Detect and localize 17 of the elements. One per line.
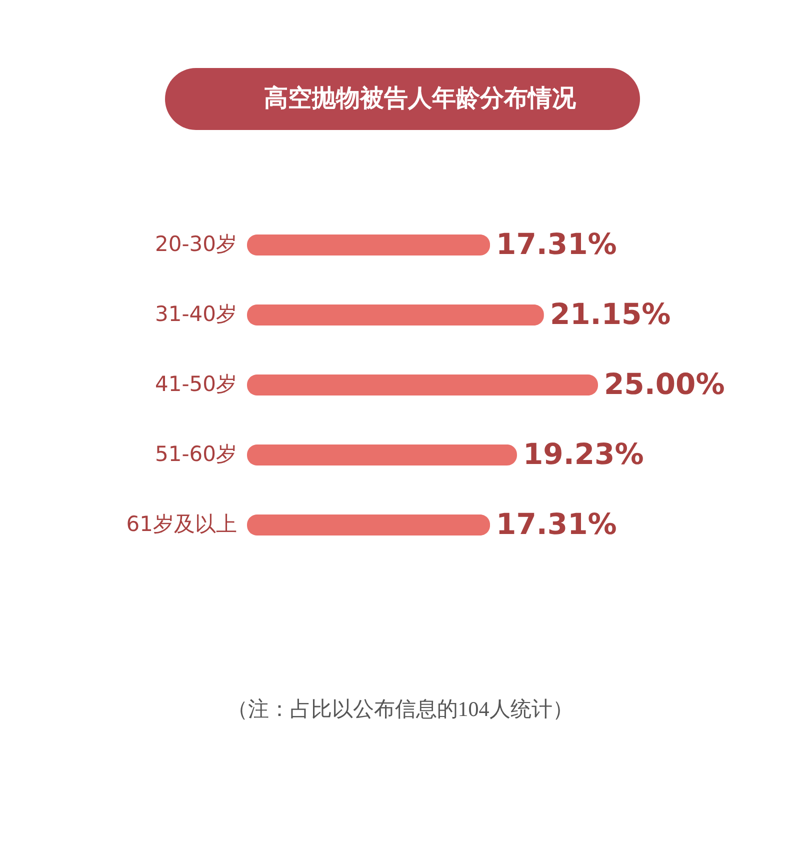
y-tick-label: 31-40岁 [154, 302, 237, 326]
bar [247, 234, 490, 256]
y-tick-label: 41-50岁 [154, 372, 237, 396]
data-label: 17.31% [496, 507, 617, 541]
data-label: 25.00% [604, 367, 725, 401]
text: （注：占比以公布信息的104人统计） [226, 697, 574, 721]
data-label: 17.31% [496, 227, 617, 261]
bar [247, 444, 517, 466]
data-label: 19.23% [522, 437, 644, 471]
bar [247, 304, 544, 326]
bar [247, 514, 490, 536]
chart-title: 高空抛物被告人年龄分布情况 [264, 84, 577, 112]
bar [247, 374, 598, 396]
data-label: 21.15% [550, 297, 671, 331]
y-tick-label: 61岁及以上 [126, 512, 237, 536]
y-tick-label: 20-30岁 [154, 232, 237, 256]
y-tick-label: 51-60岁 [154, 442, 237, 466]
